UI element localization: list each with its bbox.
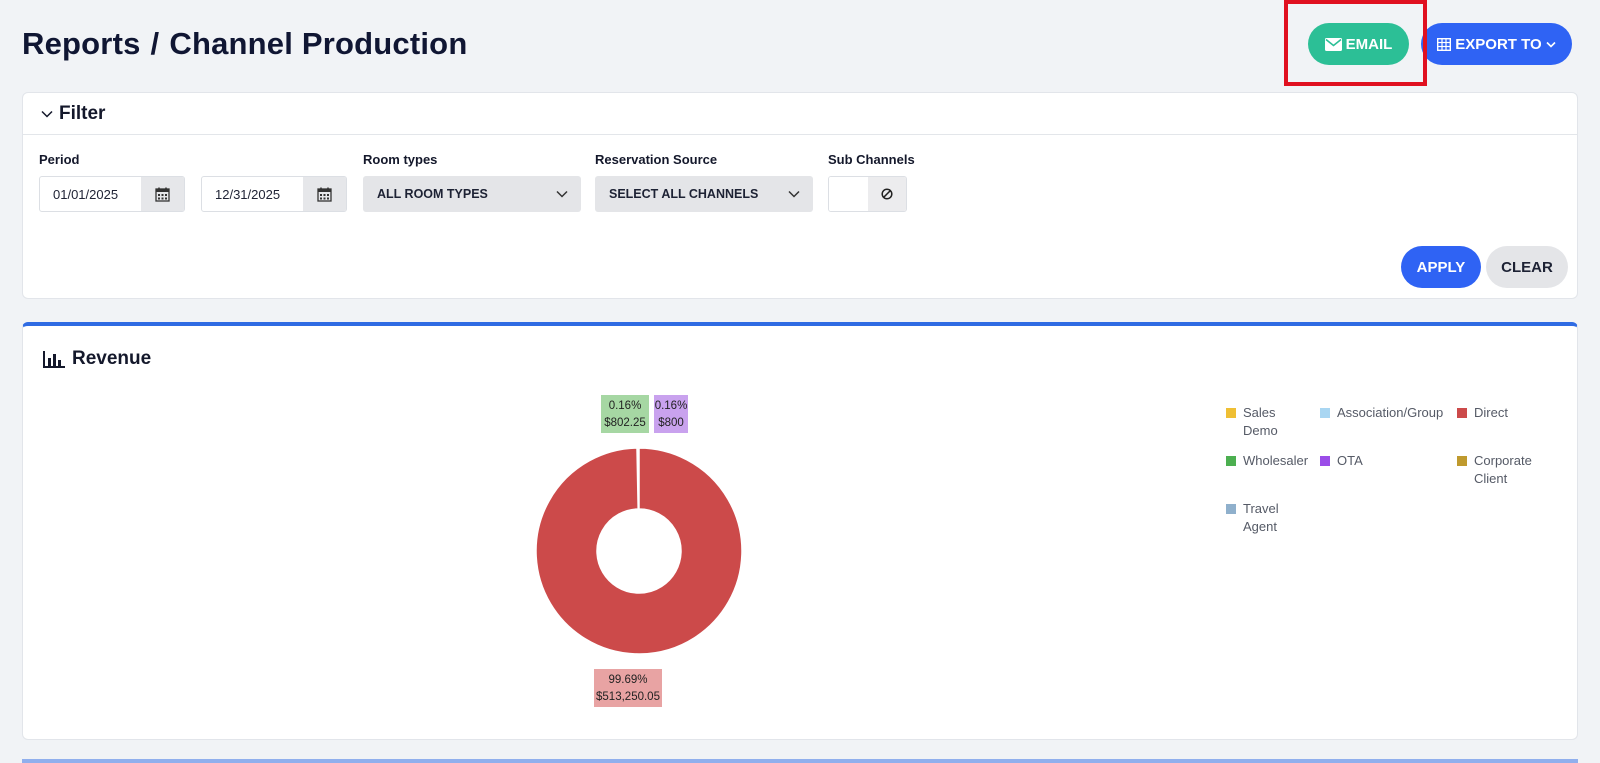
revenue-title: Revenue (72, 348, 152, 369)
room-types-select[interactable]: ALL ROOM TYPES (363, 176, 581, 212)
legend-label: Direct (1474, 405, 1508, 420)
chevron-down-icon (41, 110, 53, 118)
data-label-wholesaler: 0.16% $802.25 (601, 395, 649, 433)
reservation-source-label: Reservation Source (595, 152, 718, 167)
legend-swatch (1457, 456, 1467, 466)
breadcrumb-current: Channel Production (169, 26, 468, 61)
calendar-icon[interactable] (303, 177, 346, 211)
date-to-value[interactable]: 12/31/2025 (215, 186, 281, 202)
email-button[interactable]: EMAIL (1308, 23, 1409, 65)
data-label-direct: 99.69% $513,250.05 (594, 669, 662, 707)
legend-item-corporate-client[interactable]: Corporate Client (1457, 452, 1567, 488)
export-to-button[interactable]: EXPORT TO (1421, 23, 1572, 65)
data-label-percent: 0.16% (609, 400, 642, 412)
filter-header[interactable]: Filter (23, 93, 1577, 135)
legend-swatch (1226, 408, 1236, 418)
table-icon (1437, 37, 1452, 51)
legend-label: Travel Agent (1243, 501, 1279, 534)
legend-item-direct[interactable]: Direct (1457, 404, 1567, 440)
page-title: Reports / Channel Production (22, 26, 467, 62)
legend-label: Corporate Client (1474, 453, 1532, 486)
sub-channels-toggle[interactable] (828, 176, 907, 212)
data-label-value: $800 (658, 417, 684, 429)
filter-title: Filter (59, 102, 106, 124)
legend-label: OTA (1337, 453, 1363, 468)
legend-swatch (1226, 456, 1236, 466)
envelope-icon (1324, 37, 1342, 51)
filter-panel: Filter Period 01/01/2025 12/31/2025 Room… (22, 92, 1578, 299)
apply-button[interactable]: APPLY (1401, 246, 1481, 288)
export-to-label: EXPORT TO (1455, 35, 1542, 53)
legend-item-ota[interactable]: OTA (1320, 452, 1457, 488)
email-button-label: EMAIL (1345, 35, 1393, 53)
legend-item-wholesaler[interactable]: Wholesaler (1226, 452, 1320, 488)
legend-swatch (1457, 408, 1467, 418)
revenue-donut-chart: 0.16% $802.25 0.16% $800 99.69% $513,250.05 (535, 395, 743, 707)
data-label-percent: 0.16% (655, 400, 688, 412)
chevron-down-icon (556, 190, 568, 198)
legend-item-travel-agent[interactable]: Travel Agent (1226, 500, 1320, 536)
slice-direct[interactable] (535, 447, 743, 655)
chevron-down-icon (788, 190, 800, 198)
sub-channels-checkbox[interactable] (829, 177, 869, 211)
period-label: Period (39, 152, 80, 167)
date-from-value[interactable]: 01/01/2025 (53, 186, 119, 202)
data-label-percent: 99.69% (608, 674, 647, 686)
legend-label: Sales Demo (1243, 405, 1278, 438)
legend-swatch (1320, 408, 1330, 418)
breadcrumb-reports[interactable]: Reports (22, 26, 141, 61)
room-types-value: ALL ROOM TYPES (377, 187, 488, 201)
clear-button[interactable]: CLEAR (1486, 246, 1568, 288)
legend-item-association-group[interactable]: Association/Group (1320, 404, 1457, 440)
legend-label: Association/Group (1337, 405, 1444, 420)
legend-swatch (1320, 456, 1330, 466)
bar-chart-icon (43, 350, 65, 368)
breadcrumb-separator: / (150, 26, 160, 61)
next-panel-edge (22, 759, 1578, 763)
reservation-source-value: SELECT ALL CHANNELS (609, 187, 759, 201)
sub-channels-label: Sub Channels (828, 152, 915, 167)
date-to-field[interactable]: 12/31/2025 (201, 176, 347, 212)
data-label-ota: 0.16% $800 (654, 395, 688, 433)
room-types-label: Room types (363, 152, 438, 167)
reservation-source-select[interactable]: SELECT ALL CHANNELS (595, 176, 813, 212)
data-label-value: $802.25 (604, 417, 646, 429)
legend-label: Wholesaler (1243, 453, 1309, 468)
revenue-panel: Revenue 0.16% $802.25 0.16% $800 99.69% $513,… (22, 322, 1578, 740)
revenue-header: Revenue (43, 348, 151, 370)
chart-legend: Sales Demo Association/Group Direct Wholesa… (1226, 404, 1566, 536)
legend-swatch (1226, 504, 1236, 514)
legend-item-sales-demo[interactable]: Sales Demo (1226, 404, 1320, 440)
date-from-field[interactable]: 01/01/2025 (39, 176, 185, 212)
calendar-icon[interactable] (141, 177, 184, 211)
ban-icon[interactable] (868, 177, 906, 211)
chevron-down-icon (1546, 41, 1556, 48)
data-label-value: $513,250.05 (596, 691, 660, 703)
page-header: Reports / Channel Production (22, 22, 467, 66)
